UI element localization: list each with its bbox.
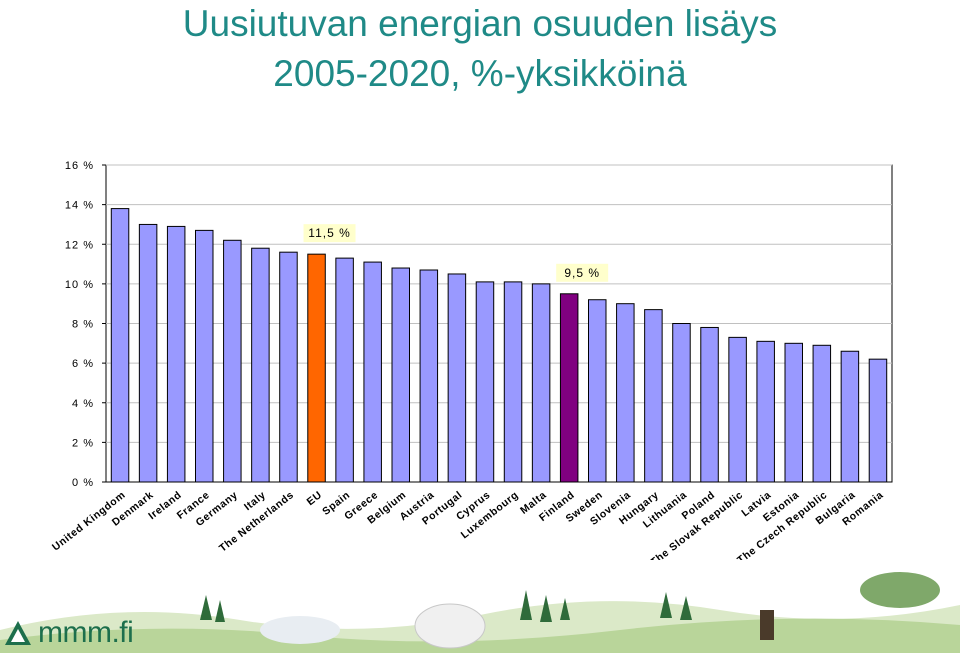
bar bbox=[588, 299, 607, 483]
bar bbox=[559, 293, 579, 483]
bar bbox=[307, 253, 326, 483]
y-tick-label: 0 % bbox=[72, 477, 94, 489]
chart-title-line1: Uusiutuvan energian osuuden lisäys bbox=[182, 3, 778, 44]
bar bbox=[279, 251, 298, 483]
y-tick-label: 12 % bbox=[65, 239, 94, 251]
bar bbox=[616, 303, 635, 483]
y-tick-label: 6 % bbox=[72, 358, 94, 370]
annotation-label: 11,5 % bbox=[308, 226, 350, 240]
y-tick-label: 2 % bbox=[72, 437, 94, 449]
annotation-box bbox=[303, 224, 356, 243]
bar bbox=[475, 281, 495, 483]
bar bbox=[110, 208, 130, 483]
y-tick-label: 8 % bbox=[72, 319, 94, 331]
leaf-triangle-icon bbox=[5, 621, 31, 645]
bar bbox=[756, 340, 775, 483]
bar bbox=[223, 239, 242, 483]
bar bbox=[868, 358, 888, 483]
annotation-box bbox=[556, 263, 609, 282]
x-tick-label: EU bbox=[305, 489, 325, 508]
bar bbox=[251, 247, 270, 483]
mmm-logo[interactable]: mmm.fi bbox=[4, 616, 134, 650]
bar bbox=[700, 326, 719, 483]
bar bbox=[447, 273, 467, 483]
chart-title-line2: 2005-2020, %-yksikköinä bbox=[273, 53, 687, 94]
bar bbox=[840, 350, 860, 483]
bar bbox=[166, 225, 186, 483]
bar bbox=[419, 269, 439, 483]
nature-illustration bbox=[0, 560, 960, 653]
bar bbox=[812, 344, 832, 483]
bar bbox=[335, 257, 354, 483]
y-tick-label: 10 % bbox=[65, 279, 94, 291]
y-tick-label: 16 % bbox=[65, 160, 94, 172]
bar bbox=[195, 229, 214, 483]
bar bbox=[672, 323, 691, 483]
bar bbox=[138, 223, 158, 483]
annotation-label: 9,5 % bbox=[564, 266, 600, 280]
y-tick-label: 14 % bbox=[65, 200, 94, 212]
bar bbox=[784, 342, 803, 483]
bar bbox=[391, 267, 410, 483]
bar bbox=[644, 309, 663, 483]
logo-text: mmm.fi bbox=[38, 616, 134, 649]
bar bbox=[531, 283, 551, 483]
bar-chart: 0 %2 %4 %6 %8 %10 %12 %14 %16 %United Ki… bbox=[50, 160, 893, 569]
bar bbox=[503, 281, 523, 483]
bar bbox=[363, 261, 382, 483]
y-tick-label: 4 % bbox=[72, 398, 94, 410]
bar bbox=[728, 336, 747, 483]
